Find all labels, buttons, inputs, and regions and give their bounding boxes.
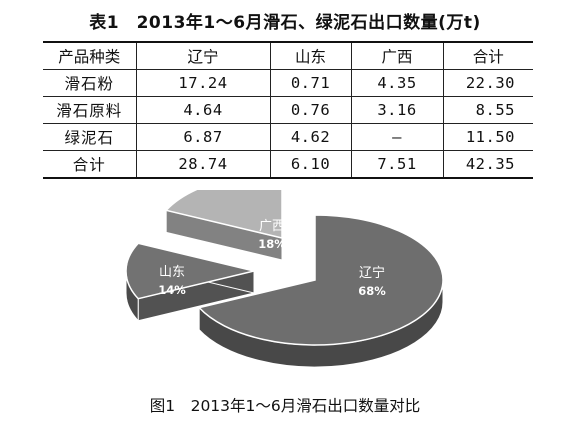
cell-shandong: 4.62 bbox=[269, 123, 351, 151]
cell-shandong: 6.10 bbox=[269, 150, 351, 179]
cell-liaoning: 4.64 bbox=[135, 96, 270, 124]
row-label: 滑石原料 bbox=[43, 96, 136, 124]
row-label: 绿泥石 bbox=[43, 123, 136, 151]
cell-guangxi: 7.51 bbox=[350, 150, 443, 179]
pie-slice-guangxi bbox=[164, 190, 283, 239]
table-row: 合计 28.74 6.10 7.51 42.35 bbox=[43, 150, 533, 179]
header-total: 合计 bbox=[442, 41, 533, 70]
table-title: 表1 2013年1～6月滑石、绿泥石出口数量(万t) bbox=[89, 13, 481, 33]
cell-guangxi: – bbox=[350, 123, 443, 151]
cell-liaoning: 28.74 bbox=[135, 150, 270, 179]
cell-shandong: 0.76 bbox=[269, 96, 351, 124]
pie-slice-shandong bbox=[125, 242, 255, 300]
cell-shandong: 0.71 bbox=[269, 69, 351, 97]
header-liaoning: 辽宁 bbox=[135, 41, 270, 70]
pie-slice-label: 广西 bbox=[259, 219, 285, 234]
pie-slice-percent: 18% bbox=[258, 237, 286, 251]
cell-total: 8.55 bbox=[442, 96, 533, 124]
pie-slice-label: 山东 bbox=[159, 265, 185, 280]
export-table: 产品种类 辽宁 山东 广西 合计 滑石粉 17.24 0.71 4.35 22.… bbox=[43, 41, 533, 179]
cell-total: 42.35 bbox=[442, 150, 533, 179]
pie-slice-percent: 68% bbox=[358, 284, 386, 298]
cell-liaoning: 17.24 bbox=[135, 69, 270, 97]
figure-caption: 图1 2013年1～6月滑石出口数量对比 bbox=[149, 397, 421, 415]
row-label: 合计 bbox=[43, 150, 136, 179]
pie-slice-liaoning bbox=[197, 214, 444, 346]
header-guangxi: 广西 bbox=[350, 41, 443, 70]
cell-liaoning: 6.87 bbox=[135, 123, 270, 151]
cell-guangxi: 3.16 bbox=[350, 96, 443, 124]
cell-total: 22.30 bbox=[442, 69, 533, 97]
table-header-row: 产品种类 辽宁 山东 广西 合计 bbox=[43, 41, 533, 70]
cell-total: 11.50 bbox=[442, 123, 533, 151]
pie-slice-percent: 14% bbox=[158, 283, 186, 297]
header-product-type: 产品种类 bbox=[43, 41, 136, 70]
row-label: 滑石粉 bbox=[43, 69, 136, 97]
header-shandong: 山东 bbox=[269, 41, 351, 70]
table-row: 滑石原料 4.64 0.76 3.16 8.55 bbox=[43, 96, 533, 124]
table-row: 滑石粉 17.24 0.71 4.35 22.30 bbox=[43, 69, 533, 97]
export-pie-chart: 辽宁 68% 山东 14% 广西 18% bbox=[125, 190, 444, 368]
cell-guangxi: 4.35 bbox=[350, 69, 443, 97]
pie-slice-label: 辽宁 bbox=[359, 265, 385, 281]
table-row: 绿泥石 6.87 4.62 – 11.50 bbox=[43, 123, 533, 151]
